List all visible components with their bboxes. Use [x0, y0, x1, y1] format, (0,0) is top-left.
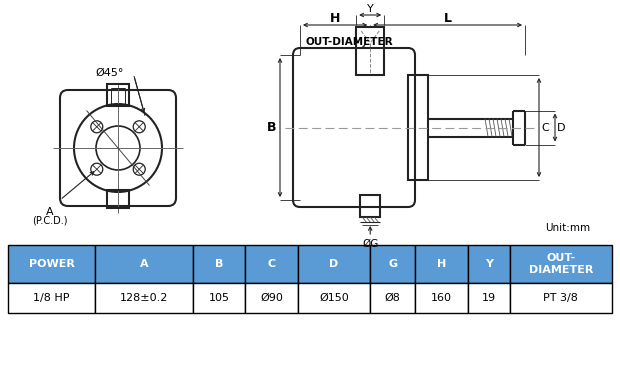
Bar	[95, 245, 193, 283]
Text: D: D	[329, 259, 339, 269]
Text: 160: 160	[431, 293, 452, 303]
Bar	[193, 283, 246, 313]
Text: 19: 19	[482, 293, 496, 303]
Bar	[370, 283, 415, 313]
Text: L: L	[443, 12, 451, 25]
Text: H: H	[437, 259, 446, 269]
Text: 128±0.2: 128±0.2	[120, 293, 168, 303]
Text: OUT-DIAMETER: OUT-DIAMETER	[305, 37, 392, 47]
Bar	[415, 245, 467, 283]
Bar	[8, 283, 95, 313]
Bar	[107, 190, 129, 208]
Bar	[246, 283, 298, 313]
Bar	[370, 245, 415, 283]
Text: Ø45°: Ø45°	[96, 68, 124, 78]
Text: OUT-
DIAMETER: OUT- DIAMETER	[529, 253, 593, 275]
Text: Ø90: Ø90	[260, 293, 283, 303]
Bar	[298, 245, 370, 283]
Text: A: A	[46, 207, 54, 217]
Text: PT 3/8: PT 3/8	[544, 293, 578, 303]
Bar	[356, 27, 384, 75]
Text: H: H	[330, 12, 340, 25]
Bar	[467, 245, 510, 283]
Text: (P.C.D.): (P.C.D.)	[32, 215, 68, 225]
Text: 1/8 HP: 1/8 HP	[33, 293, 70, 303]
Bar	[193, 245, 246, 283]
Text: B: B	[215, 259, 223, 269]
Text: Ø150: Ø150	[319, 293, 349, 303]
Text: Unit:mm: Unit:mm	[545, 223, 590, 233]
Text: Y: Y	[485, 259, 493, 269]
Text: C: C	[268, 259, 276, 269]
Bar	[510, 283, 612, 313]
Text: ØG: ØG	[362, 239, 378, 249]
Bar	[298, 283, 370, 313]
Text: POWER: POWER	[29, 259, 74, 269]
Text: Ø8: Ø8	[384, 293, 401, 303]
Bar	[360, 195, 380, 217]
Text: A: A	[140, 259, 148, 269]
Bar	[8, 245, 95, 283]
Text: G: G	[388, 259, 397, 269]
Bar	[95, 283, 193, 313]
Bar	[415, 283, 467, 313]
Bar	[107, 84, 129, 106]
Bar	[467, 283, 510, 313]
Text: 105: 105	[208, 293, 229, 303]
Bar	[408, 75, 428, 180]
Bar	[510, 245, 612, 283]
Text: D: D	[557, 123, 565, 132]
Text: Y: Y	[367, 4, 374, 14]
Text: B: B	[267, 121, 277, 134]
Bar	[246, 245, 298, 283]
Text: C: C	[541, 123, 549, 132]
